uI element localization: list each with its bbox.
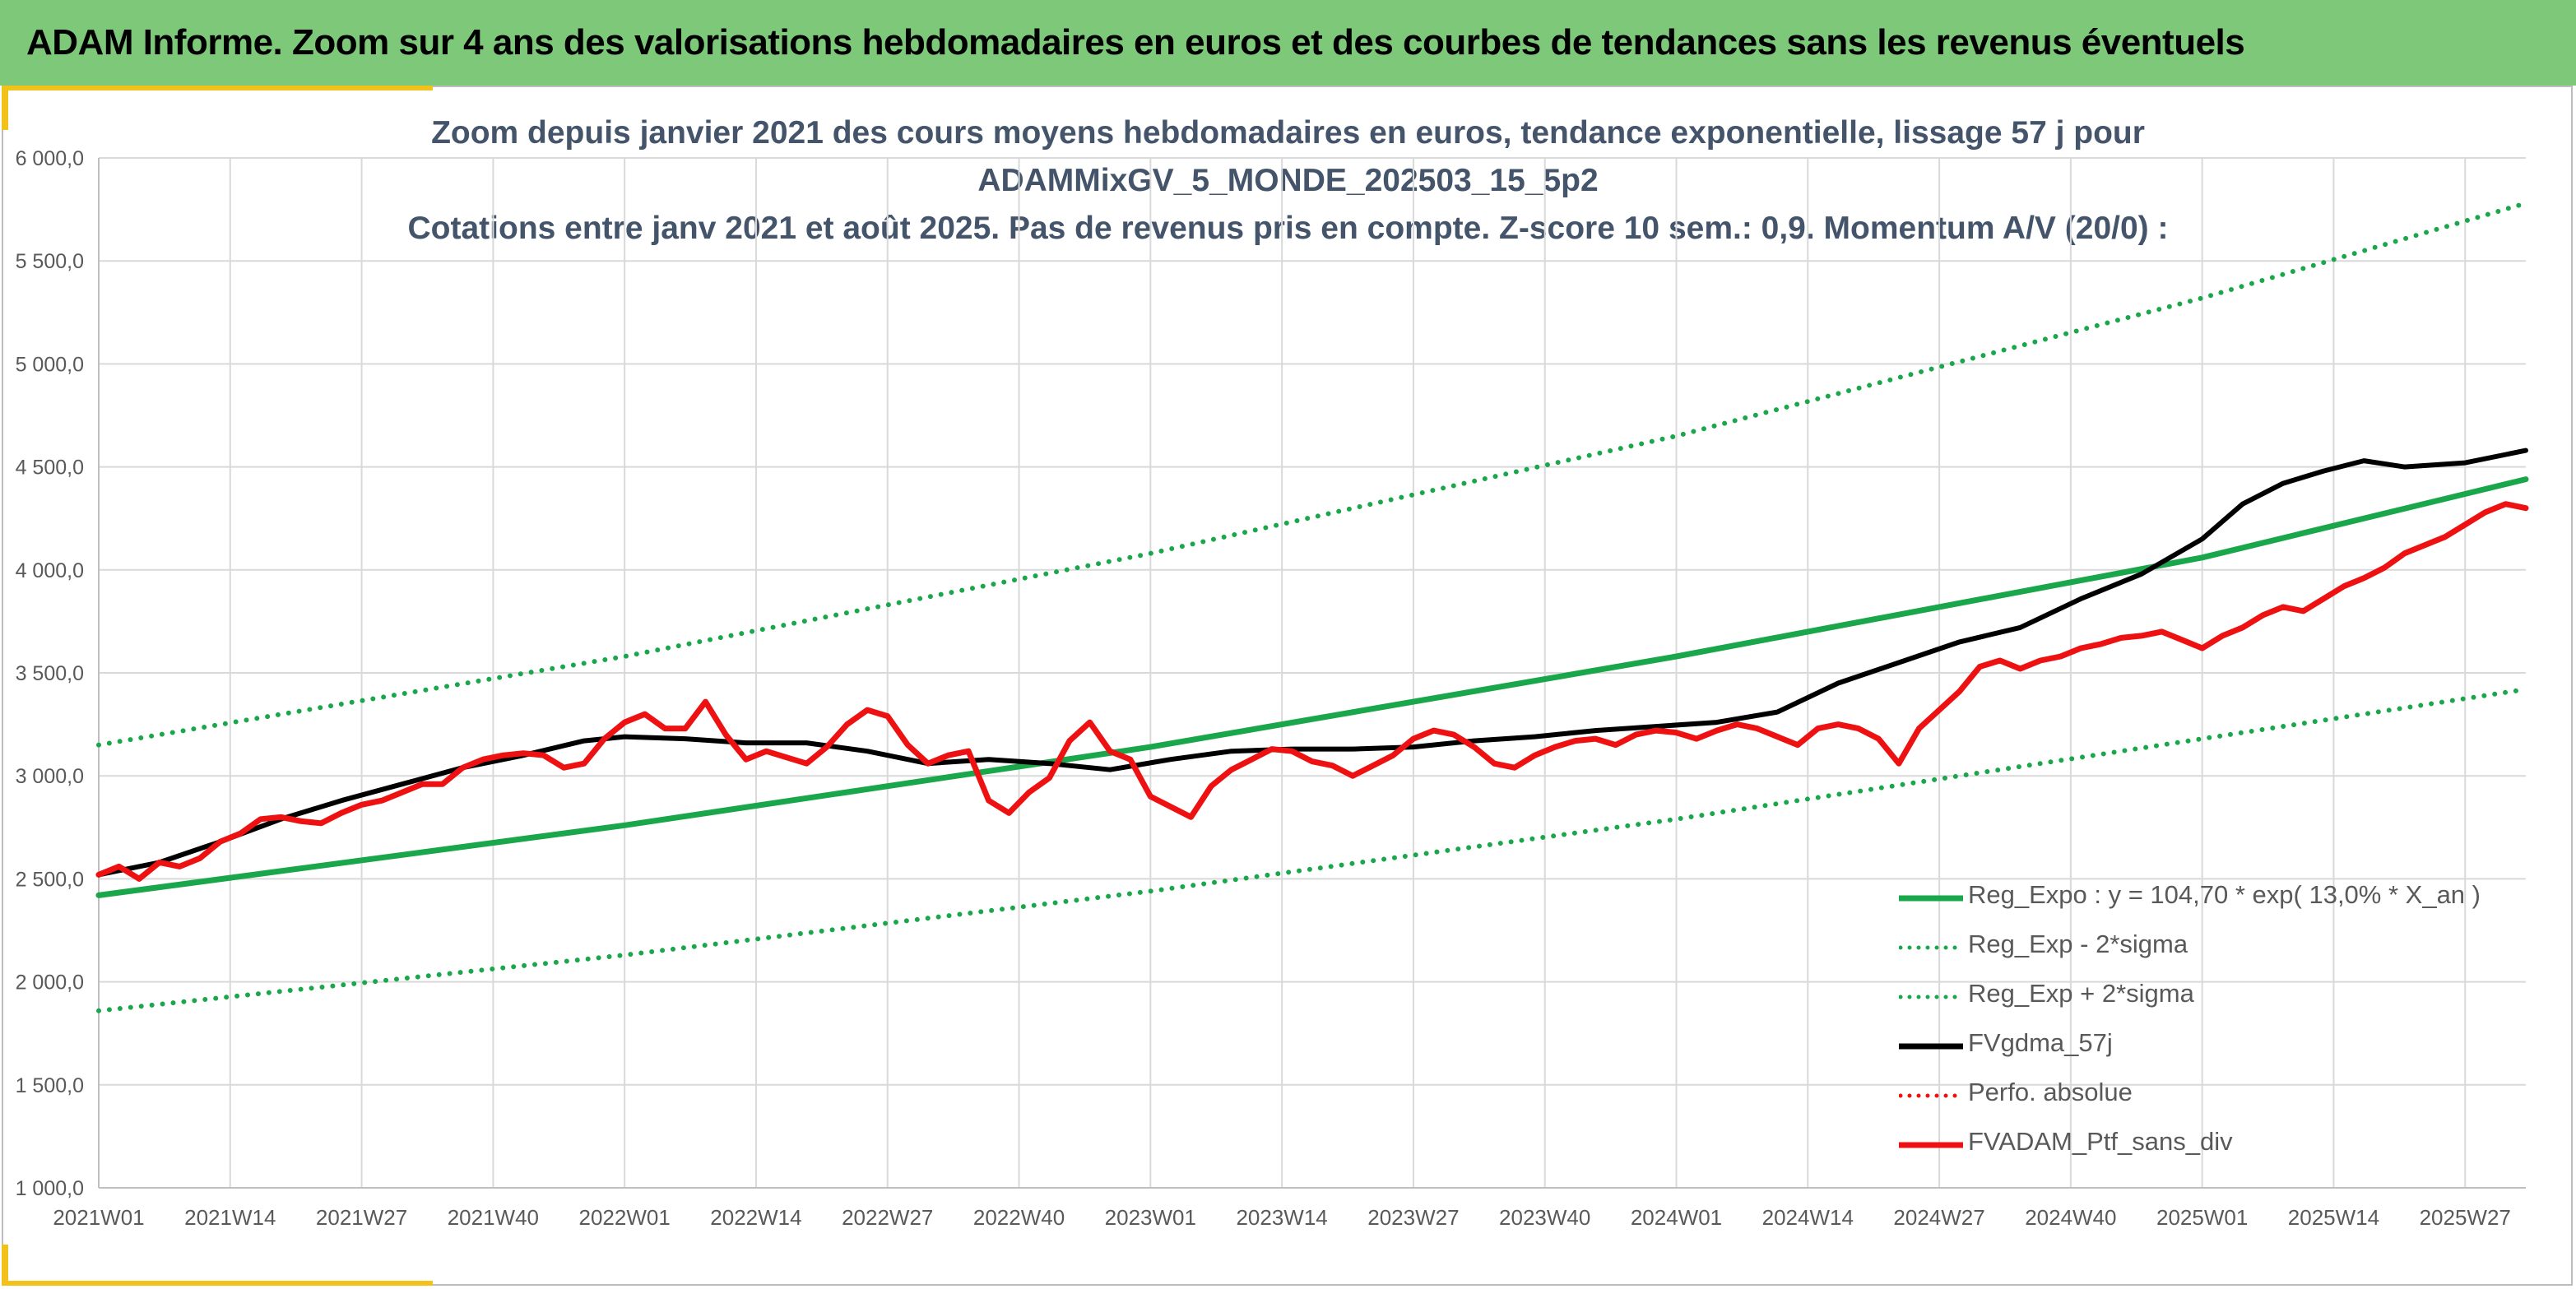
accent-stripe-bottom-left [2, 1245, 8, 1286]
x-tick-label: 2022W01 [579, 1205, 671, 1230]
y-tick-label: 4 500,0 [16, 457, 84, 480]
series-fvgdma-57j-line [96, 447, 2528, 878]
legend-item: Perfo. absolue [1892, 1071, 2518, 1120]
chart-title-line-1: Zoom depuis janvier 2021 des cours moyen… [431, 115, 2145, 151]
x-tick-label: 2023W01 [1105, 1205, 1196, 1230]
accent-stripe-left [2, 86, 8, 130]
x-tick-label: 2025W14 [2288, 1205, 2379, 1230]
legend-item: Reg_Exp + 2*sigma [1892, 972, 2518, 1022]
accent-stripe-bottom [2, 1281, 433, 1286]
series-reg-minus-2sigma-line [96, 687, 2528, 1013]
legend-label: FVADAM_Ptf_sans_div [1968, 1127, 2233, 1156]
x-tick-label: 2024W01 [1631, 1205, 1722, 1230]
y-tick-label: 6 000,0 [16, 147, 84, 170]
legend-item: FVgdma_57j [1892, 1022, 2518, 1071]
x-tick-label: 2021W27 [316, 1205, 407, 1230]
y-tick-label: 3 500,0 [16, 662, 84, 685]
x-tick-label: 2025W01 [2156, 1205, 2248, 1230]
accent-stripe-top [2, 86, 433, 90]
legend-item: Reg_Expo : y = 104,70 * exp( 13,0% * X_a… [1892, 874, 2518, 923]
x-tick-label: 2021W40 [448, 1205, 539, 1230]
y-tick-label: 5 000,0 [16, 353, 84, 376]
y-tick-label: 1 000,0 [16, 1177, 84, 1200]
series-fvadam-ptf-line [95, 501, 2529, 882]
chart-frame [2, 86, 2573, 1286]
legend-item: Reg_Exp - 2*sigma [1892, 923, 2518, 972]
legend-label: Perfo. absolue [1968, 1078, 2133, 1106]
x-tick-label: 2024W14 [1762, 1205, 1854, 1230]
series-reg-expo-line [95, 476, 2529, 898]
x-tick-label: 2023W27 [1367, 1205, 1459, 1230]
legend-item: FVADAM_Ptf_sans_div [1892, 1120, 2518, 1170]
x-tick-label: 2021W14 [184, 1205, 276, 1230]
x-tick-label: 2023W40 [1499, 1205, 1590, 1230]
x-tick-label: 2022W27 [842, 1205, 933, 1230]
legend-label: Reg_Exp + 2*sigma [1968, 979, 2194, 1008]
report-banner: ADAM Informe. Zoom sur 4 ans des valoris… [0, 0, 2576, 86]
y-tick-label: 4 000,0 [16, 559, 84, 582]
y-tick-label: 3 000,0 [16, 765, 84, 788]
chart-title-line-2: ADAMMixGV_5_MONDE_202503_15_5p2 [977, 163, 1599, 198]
report-title: ADAM Informe. Zoom sur 4 ans des valoris… [26, 22, 2245, 63]
series-reg-plus-2sigma-line [96, 201, 2528, 748]
x-tick-label: 2022W14 [710, 1205, 801, 1230]
y-tick-label: 2 500,0 [16, 868, 84, 891]
chart-title-line-3: Cotations entre janv 2021 et août 2025. … [407, 211, 2169, 246]
y-tick-label: 1 500,0 [16, 1074, 84, 1097]
chart-legend: Reg_Expo : y = 104,70 * exp( 13,0% * X_a… [1892, 874, 2518, 1170]
legend-label: FVgdma_57j [1968, 1028, 2113, 1057]
x-tick-label: 2022W40 [973, 1205, 1065, 1230]
y-tick-label: 5 500,0 [16, 250, 84, 273]
legend-label: Reg_Expo : y = 104,70 * exp( 13,0% * X_a… [1968, 880, 2481, 909]
x-tick-label: 2024W40 [2025, 1205, 2116, 1230]
x-tick-label: 2024W27 [1893, 1205, 1984, 1230]
legend-label: Reg_Exp - 2*sigma [1968, 930, 2188, 958]
y-tick-label: 2 000,0 [16, 971, 84, 995]
x-tick-label: 2023W14 [1236, 1205, 1327, 1230]
x-tick-label: 2025W27 [2420, 1205, 2511, 1230]
x-tick-label: 2021W01 [53, 1205, 144, 1230]
